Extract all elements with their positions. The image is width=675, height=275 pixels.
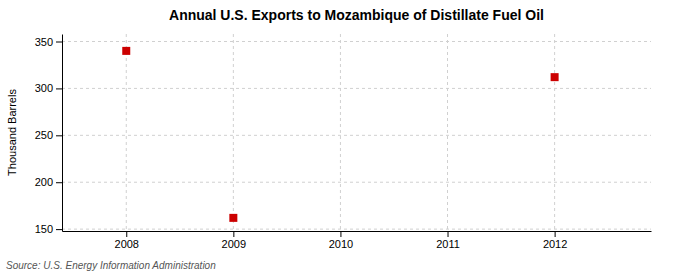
- plot-area: [122, 47, 558, 222]
- y-tick-mark: [56, 229, 62, 230]
- x-tick-mark: [126, 231, 127, 237]
- x-tick-label: 2012: [543, 238, 567, 250]
- y-tick-mark: [56, 182, 62, 183]
- y-tick: 300: [35, 82, 62, 94]
- x-tick-mark: [448, 231, 449, 237]
- title: Annual U.S. Exports to Mozambique of Dis…: [169, 7, 544, 23]
- y-tick-label: 300: [35, 82, 53, 94]
- x-tick-label: 2009: [222, 238, 246, 250]
- x-grid-line: [340, 34, 341, 231]
- x-tick: 2011: [436, 231, 460, 250]
- y-axis-line: [62, 35, 63, 232]
- y-axis: 150 200 250 300 350: [35, 35, 63, 236]
- point: [122, 47, 130, 55]
- y-grid-line: [62, 182, 651, 183]
- source-note: Source: U.S. Energy Information Administ…: [6, 260, 216, 271]
- point: [229, 214, 237, 222]
- x-tick-mark: [233, 231, 234, 237]
- x-tick-mark: [340, 231, 341, 237]
- y-tick: 350: [35, 36, 62, 48]
- x-grid-line: [233, 34, 234, 231]
- x-tick-label: 2010: [329, 238, 353, 250]
- x-grid-line: [554, 34, 555, 231]
- x-tick: 2010: [329, 231, 353, 250]
- y-tick: 200: [35, 176, 62, 188]
- y-tick-label: 350: [35, 36, 53, 48]
- y-tick: 150: [35, 223, 62, 235]
- y-tick-label: 250: [35, 129, 53, 141]
- y-axis-label: Thousand Barrels: [6, 89, 18, 176]
- y-grid-line: [62, 135, 651, 136]
- x-tick: 2008: [115, 231, 139, 250]
- x-tick: 2012: [543, 231, 567, 250]
- chart-container: 2008 2009 2010 2011 2012 150 200 250 300 350 Annua…: [0, 0, 675, 275]
- y-grid-line: [62, 88, 651, 89]
- x-grid-line: [126, 34, 127, 231]
- point: [551, 73, 559, 81]
- chart-svg: 2008 2009 2010 2011 2012 150 200 250 300 350 Annua…: [0, 0, 675, 275]
- y-tick: 250: [35, 129, 62, 141]
- y-tick-label: 200: [35, 176, 53, 188]
- x-tick-mark: [555, 231, 556, 237]
- y-tick-mark: [56, 88, 62, 89]
- x-grid-line: [447, 34, 448, 231]
- y-grid-line: [62, 229, 651, 230]
- grid: [62, 34, 651, 231]
- x-tick-label: 2011: [436, 238, 460, 250]
- y-tick-mark: [56, 42, 62, 43]
- x-tick-label: 2008: [115, 238, 139, 250]
- y-tick-label: 150: [35, 223, 53, 235]
- x-tick: 2009: [222, 231, 246, 250]
- y-tick-mark: [56, 135, 62, 136]
- x-axis-line: [63, 231, 652, 232]
- x-axis: 2008 2009 2010 2011 2012: [63, 231, 652, 250]
- y-grid-line: [62, 41, 651, 42]
